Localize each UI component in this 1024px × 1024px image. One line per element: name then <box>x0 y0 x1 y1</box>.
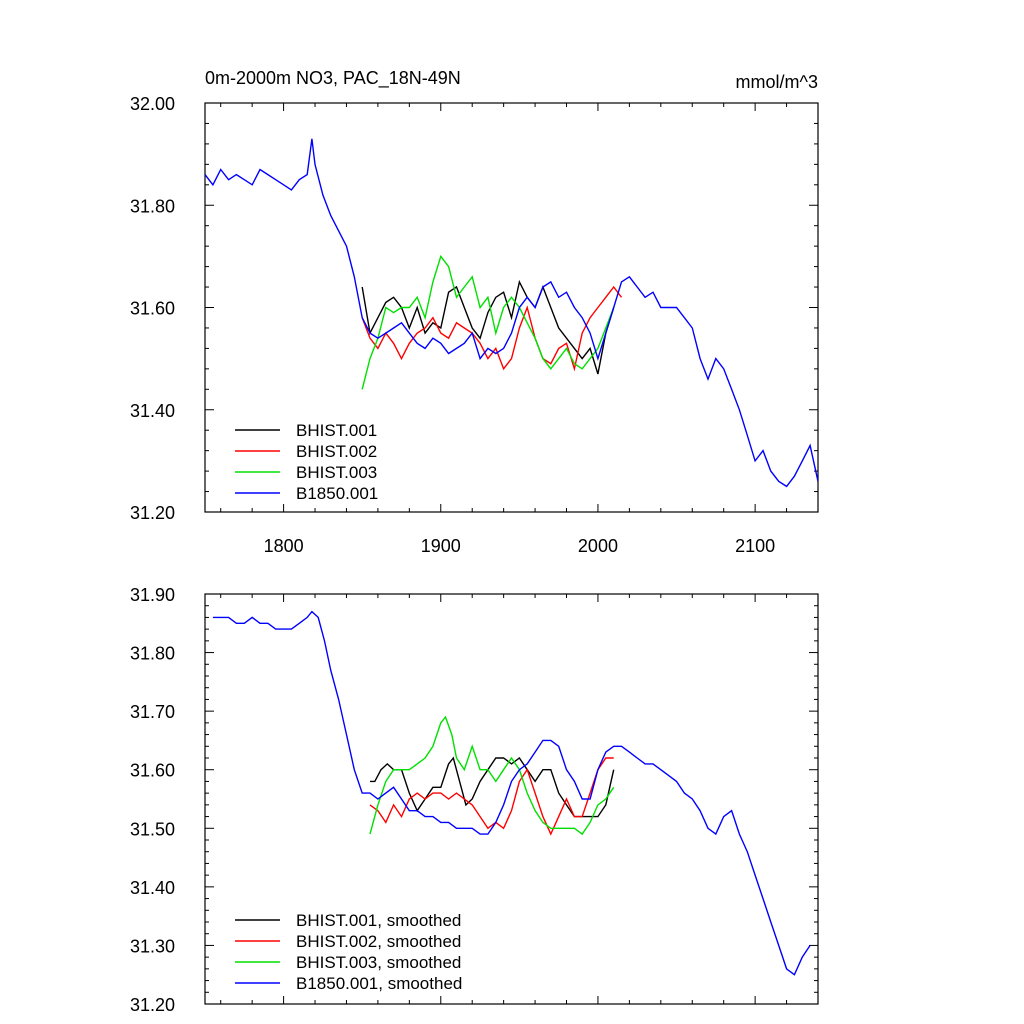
y-tick-label: 31.80 <box>130 196 175 216</box>
series-line-bhist-002-smoothed <box>369 757 614 836</box>
units-label: mmol/m^3 <box>736 72 818 92</box>
y-tick-label: 31.20 <box>130 503 175 523</box>
top-panel: 1800 1900 2000 2100 31.20 31.40 31.60 31.80 32.0… <box>130 94 819 556</box>
series-line-b1850-001-smoothed <box>212 610 811 976</box>
x-tick-label: 1800 <box>264 536 304 556</box>
y-tick-label: 31.90 <box>130 585 175 605</box>
y-tick-label: 32.00 <box>130 94 175 114</box>
x-tick-label: 1900 <box>421 536 461 556</box>
series-line-bhist-002 <box>361 285 623 372</box>
series-line-bhist-003 <box>361 254 615 390</box>
legend-label: BHIST.002 <box>296 442 377 461</box>
legend-label: B1850.001, smoothed <box>296 974 462 993</box>
y-tick-label: 31.30 <box>130 936 175 956</box>
y-tick-label: 31.80 <box>130 644 175 664</box>
y-tick-label: 31.60 <box>130 299 175 319</box>
x-tick-label: 2000 <box>578 536 618 556</box>
y-tick-label: 31.60 <box>130 761 175 781</box>
legend-label: B1850.001 <box>296 484 378 503</box>
series-line-bhist-001-smoothed <box>370 756 615 818</box>
y-tick-label: 31.20 <box>130 995 175 1015</box>
series-line-bhist-003-smoothed <box>369 715 615 836</box>
y-tick-label: 31.50 <box>130 819 175 839</box>
series-line-b1850-001 <box>205 138 818 488</box>
series-line-bhist-001 <box>361 279 615 375</box>
y-tick-label: 31.40 <box>130 878 175 898</box>
legend-label: BHIST.002, smoothed <box>296 932 461 951</box>
bottom-panel: 31.20 31.30 31.40 31.50 31.60 31.70 31.80 31.90… <box>130 585 819 1015</box>
legend-label: BHIST.001 <box>296 421 377 440</box>
chart-title: 0m-2000m NO3, PAC_18N-49N <box>205 68 461 89</box>
plot-frame <box>204 593 819 1005</box>
legend-label: BHIST.001, smoothed <box>296 911 461 930</box>
legend-label: BHIST.003 <box>296 463 377 482</box>
y-tick-label: 31.70 <box>130 702 175 722</box>
legend-label: BHIST.003, smoothed <box>296 953 461 972</box>
y-tick-label: 31.40 <box>130 401 175 421</box>
x-tick-label: 2100 <box>735 536 775 556</box>
